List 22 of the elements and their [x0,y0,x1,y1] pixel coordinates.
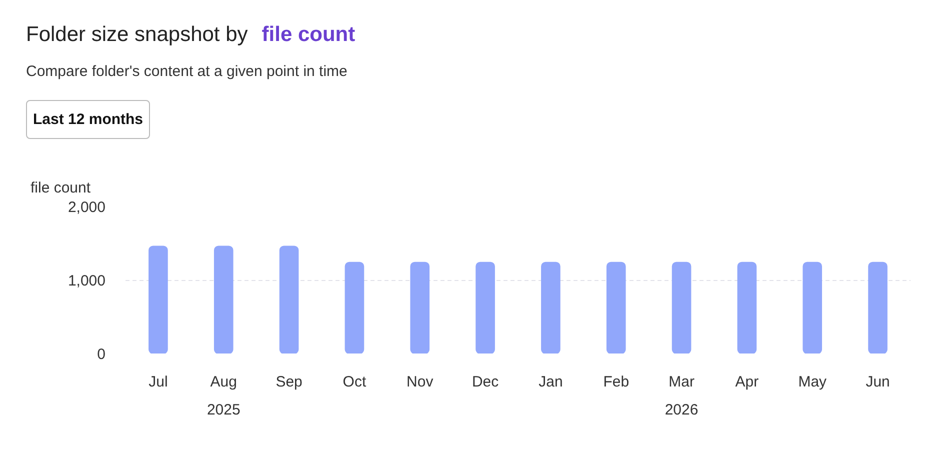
chart-title: Folder size snapshot by [26,23,248,46]
y-tick-label: 2,000 [68,199,106,216]
y-axis-title: file count [30,180,92,196]
x-tick-label: Apr [735,374,759,390]
x-tick-label: Dec [472,374,500,390]
chart-subtitle: Compare folder's content at a given point in time [26,63,348,80]
text: file count [262,23,356,46]
text: 2025 [206,402,240,418]
text: 2026 [664,402,698,418]
y-tick-label: 0 [97,346,106,363]
x-tick-label: Mar [668,374,694,390]
x-tick-label: Feb [603,374,630,390]
x-tick-label: Sep [276,374,302,390]
y-tick-label: 1,000 [68,272,106,290]
x-tick-label: Oct [342,374,367,390]
x-tick-label: Jul [148,374,168,390]
x-tick-label: Nov [406,374,434,390]
x-tick-label: May [798,374,828,390]
x-tick-label: Jan [538,374,563,390]
x-tick-label: Jun [866,374,890,390]
text: Last 12 months [26,100,150,140]
x-tick-label: Aug [210,374,237,390]
